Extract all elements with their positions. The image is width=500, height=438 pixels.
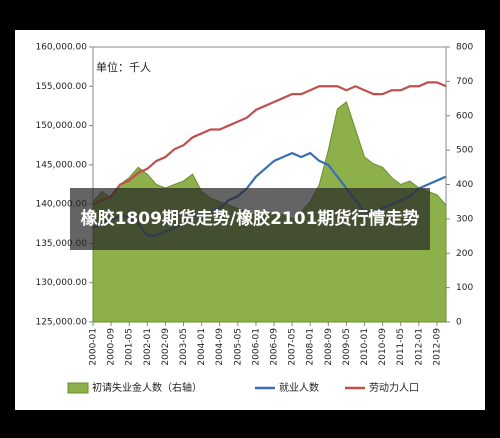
- y2-tick-label: 200: [456, 249, 473, 259]
- y2-tick-label: 400: [456, 180, 473, 190]
- y-tick-label: 125,000.00: [35, 318, 87, 328]
- chart-title: 橡胶1809期货走势/橡胶2101期货行情走势: [70, 188, 430, 250]
- legend-label: 就业人数: [279, 381, 319, 394]
- x-tick-label: 2009-05: [342, 328, 352, 366]
- x-tick-label: 2010-09: [378, 328, 388, 366]
- x-tick-label: 2007-05: [288, 328, 298, 366]
- x-tick-label: 2005-05: [233, 328, 243, 366]
- x-tick-label: 2000-09: [107, 328, 117, 366]
- x-tick-label: 2011-05: [396, 328, 406, 366]
- y-tick-label: 160,000.00: [35, 43, 87, 53]
- x-tick-label: 2001-05: [125, 328, 135, 366]
- x-tick-label: 2000-01: [89, 328, 99, 366]
- unit-annotation: 单位：千人: [96, 60, 151, 74]
- y2-tick-label: 0: [456, 318, 462, 328]
- y2-tick-label: 100: [456, 283, 473, 293]
- legend-swatch: [67, 382, 89, 394]
- y2-tick-label: 800: [456, 43, 473, 53]
- x-tick-label: 2008-01: [306, 328, 316, 366]
- x-tick-label: 2012-01: [414, 328, 424, 366]
- y2-tick-label: 700: [456, 77, 473, 87]
- x-tick-label: 2012-09: [432, 328, 442, 366]
- y-tick-label: 135,000.00: [35, 239, 87, 249]
- x-tick-label: 2002-01: [143, 328, 153, 366]
- x-tick-label: 2008-09: [324, 328, 334, 366]
- y-tick-label: 140,000.00: [35, 200, 87, 210]
- y2-tick-label: 500: [456, 146, 473, 156]
- x-tick-label: 2003-05: [179, 328, 189, 366]
- y2-tick-label: 300: [456, 214, 473, 224]
- legend-label: 初请失业金人数（右轴）: [92, 381, 202, 394]
- x-tick-label: 2004-01: [197, 328, 207, 366]
- y-tick-label: 130,000.00: [35, 278, 87, 288]
- y-tick-label: 155,000.00: [35, 82, 87, 92]
- y-tick-label: 145,000.00: [35, 160, 87, 170]
- y-tick-label: 150,000.00: [35, 121, 87, 131]
- line: [92, 81, 447, 206]
- legend-label: 劳动力人口: [369, 381, 419, 394]
- y2-tick-label: 600: [456, 111, 473, 121]
- x-tick-label: 2006-01: [251, 328, 261, 366]
- x-tick-label: 2010-01: [360, 328, 370, 366]
- x-tick-label: 2006-09: [270, 328, 280, 366]
- x-tick-label: 2002-09: [161, 328, 171, 366]
- x-tick-label: 2004-09: [215, 328, 225, 366]
